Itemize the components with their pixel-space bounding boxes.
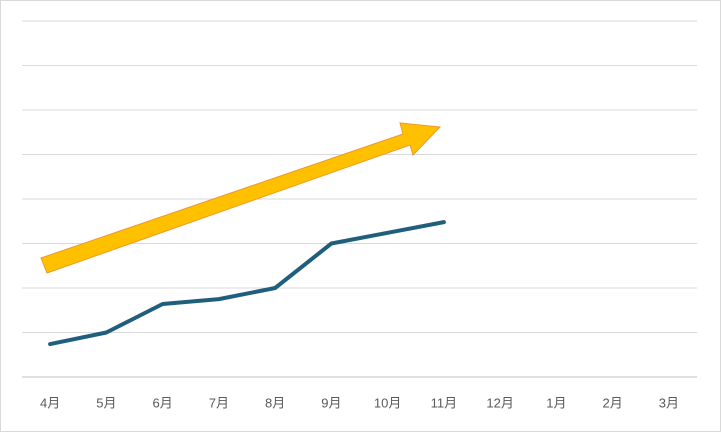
x-tick-label: 5月 (96, 395, 116, 410)
x-tick-label: 1月 (546, 395, 566, 410)
x-tick-label: 3月 (659, 395, 679, 410)
x-tick-label: 10月 (374, 395, 401, 410)
x-tick-label: 6月 (153, 395, 173, 410)
x-tick-label: 9月 (321, 395, 341, 410)
x-tick-label: 7月 (209, 395, 229, 410)
x-tick-label: 4月 (40, 395, 60, 410)
series-line (48, 220, 446, 347)
x-tick-label: 2月 (603, 395, 623, 410)
x-tick-label: 8月 (265, 395, 285, 410)
x-tick-label: 11月 (431, 395, 458, 410)
trend-arrow (40, 122, 442, 274)
x-tick-label: 12月 (486, 395, 513, 410)
